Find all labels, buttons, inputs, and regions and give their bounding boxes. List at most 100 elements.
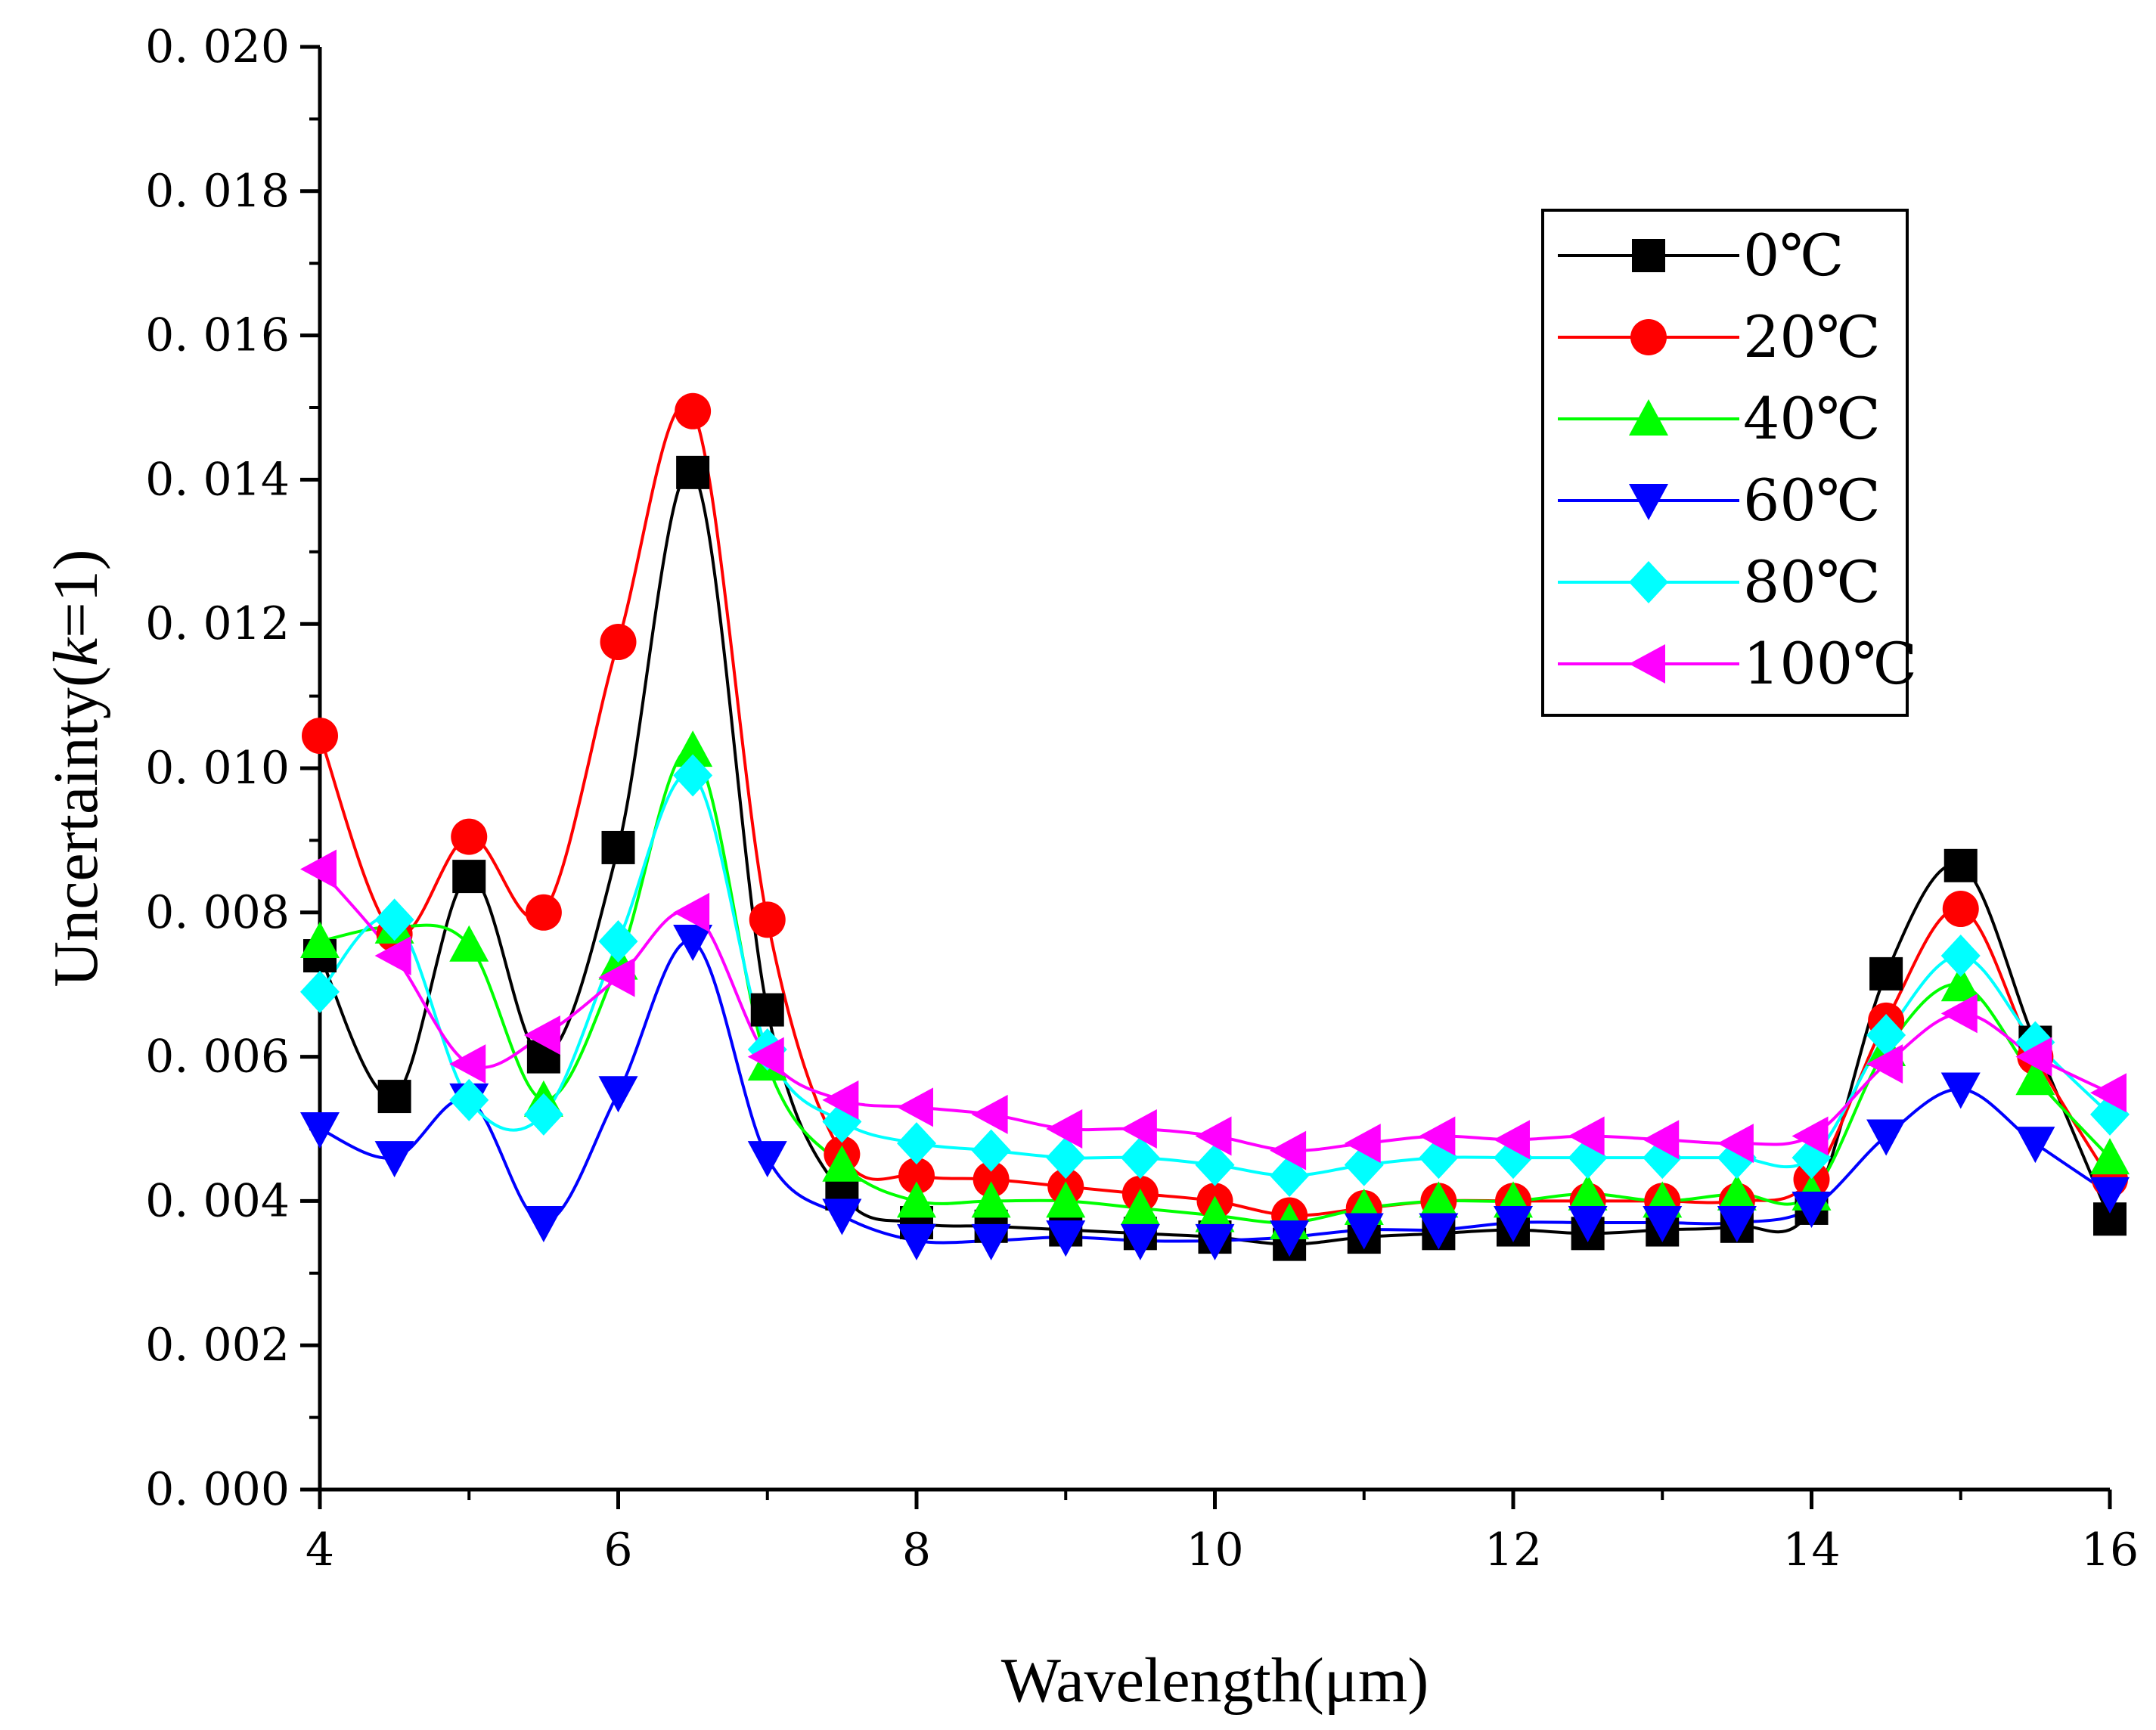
data-point — [1643, 1206, 1683, 1243]
data-point — [374, 936, 411, 976]
y-tick-label: 0. 004 — [145, 1174, 290, 1227]
data-point — [523, 1206, 563, 1243]
data-point — [523, 1015, 560, 1055]
data-point — [673, 730, 713, 767]
data-point — [2090, 1177, 2130, 1214]
legend-label: 100℃ — [1743, 630, 1917, 697]
series-line — [318, 868, 2111, 1152]
data-point — [452, 860, 486, 894]
data-point — [897, 1181, 936, 1218]
y-tick-label: 0. 002 — [145, 1319, 290, 1372]
legend-label: 40℃ — [1743, 385, 1881, 452]
legend-marker — [1630, 319, 1667, 355]
data-point — [2090, 1138, 2130, 1175]
data-point — [451, 818, 488, 855]
data-point — [1791, 1116, 1829, 1156]
data-point — [1717, 1173, 1757, 1211]
data-point — [1568, 1206, 1608, 1243]
data-point — [300, 1112, 340, 1149]
legend-box — [1541, 209, 1909, 717]
y-axis-label-suffix: =1) — [41, 549, 111, 637]
legend-marker — [1629, 484, 1668, 520]
legend-marker — [1629, 644, 1665, 684]
data-point — [2090, 1073, 2127, 1113]
y-tick-label: 0. 012 — [145, 597, 290, 650]
series-5 — [318, 868, 2111, 1152]
data-point — [1940, 965, 1981, 1002]
legend: 0℃ 20℃ 40℃ 60℃ 80℃ 100℃ — [1541, 209, 1917, 717]
data-point — [1643, 1120, 1680, 1160]
data-point — [1942, 891, 1979, 928]
data-point — [449, 925, 489, 962]
data-point — [1195, 1223, 1235, 1260]
x-tick-label: 4 — [306, 1524, 334, 1577]
data-point — [676, 455, 710, 489]
data-point — [1120, 1188, 1160, 1225]
data-point — [1419, 1213, 1459, 1250]
data-point — [749, 901, 786, 938]
y-tick-label: 0. 008 — [145, 886, 290, 939]
data-point — [598, 1076, 638, 1113]
series-layer — [300, 392, 2130, 1261]
data-point — [822, 1145, 862, 1182]
legend-label: 20℃ — [1743, 303, 1881, 370]
data-point — [971, 1223, 1011, 1260]
data-point — [1866, 1044, 1903, 1084]
x-tick-label: 10 — [1186, 1524, 1243, 1577]
y-tick-label: 0. 014 — [145, 453, 290, 506]
data-point — [1046, 1136, 1086, 1180]
data-point — [1568, 1116, 1605, 1156]
data-point — [897, 1087, 933, 1127]
data-point — [2015, 1059, 2055, 1096]
data-point — [1940, 994, 1978, 1034]
x-tick-label: 8 — [902, 1524, 931, 1577]
data-point — [675, 392, 712, 429]
data-point — [1419, 1181, 1459, 1218]
data-point — [449, 1078, 489, 1121]
y-tick-label: 0. 018 — [145, 165, 290, 218]
legend-marker — [1632, 239, 1665, 272]
data-point — [300, 970, 340, 1013]
data-point — [1046, 1181, 1086, 1218]
y-tick-label: 0. 016 — [145, 309, 290, 362]
data-point — [747, 1037, 784, 1077]
data-point — [1120, 1109, 1157, 1149]
x-axis-label: Wavelength(μm) — [1001, 1645, 1429, 1716]
data-point — [374, 898, 414, 941]
data-point — [1568, 1173, 1608, 1211]
series-line — [318, 772, 2111, 1178]
data-point — [1195, 1195, 1235, 1232]
y-axis-label: Uncertainty(k=1) — [41, 549, 111, 987]
data-point — [822, 1080, 859, 1120]
data-point — [747, 1141, 787, 1178]
y-axis-label-prefix: Uncertainty( — [41, 666, 111, 987]
data-point — [971, 1129, 1011, 1172]
data-point — [1120, 1223, 1160, 1260]
y-tick-label: 0. 000 — [145, 1463, 290, 1516]
data-point — [1869, 956, 1903, 991]
data-point — [449, 1044, 486, 1084]
data-point — [1046, 1220, 1086, 1257]
data-point — [598, 957, 635, 997]
data-point — [1866, 1013, 1906, 1056]
axes: 0. 000 0. 002 0. 004 0. 006 0. 008 0. 010 0. 0… — [41, 20, 2139, 1716]
data-point — [2015, 1037, 2052, 1077]
data-point — [598, 919, 638, 963]
data-point — [1344, 1213, 1384, 1250]
data-point — [525, 894, 562, 931]
data-point — [523, 1093, 563, 1136]
data-point — [300, 849, 337, 889]
x-tick-label: 6 — [603, 1524, 632, 1577]
data-point — [1940, 1072, 1981, 1109]
data-point — [601, 830, 635, 864]
data-point — [1120, 1136, 1160, 1180]
data-point — [1866, 1119, 1906, 1156]
legend-label: 60℃ — [1743, 467, 1881, 534]
data-point — [822, 1198, 862, 1235]
data-point — [897, 1122, 936, 1165]
data-point — [302, 718, 338, 755]
legend-marker — [1629, 399, 1668, 436]
x-tick-label: 16 — [2081, 1524, 2139, 1577]
data-point — [971, 1181, 1011, 1218]
